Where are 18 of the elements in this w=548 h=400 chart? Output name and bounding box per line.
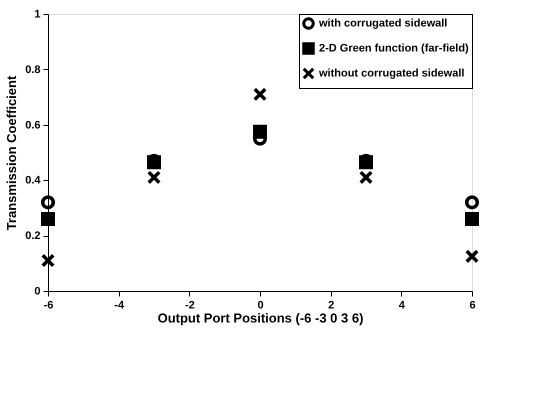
x-axis-title: Output Port Positions (-6 -3 0 3 6) (158, 310, 364, 326)
x-tick-label: 0 (257, 300, 264, 312)
x-tick-label: -6 (44, 300, 54, 312)
x-tick-label: 2 (328, 300, 334, 312)
y-axis-title: Transmission Coefficient (4, 75, 20, 230)
y-tick-label: 0.8 (25, 64, 40, 76)
legend-label: without corrugated sidewall (318, 68, 464, 80)
x-tick-label: -2 (184, 300, 195, 312)
legend-label: with corrugated sidewall (318, 18, 448, 30)
y-tick-label: 0.6 (25, 119, 40, 132)
y-tick-label: 0.2 (25, 230, 40, 242)
x-tick-label: 4 (398, 300, 406, 312)
y-tick-label: 0.4 (25, 174, 42, 187)
y-tick-label: 1 (34, 8, 40, 20)
x-tick-label: -4 (114, 300, 125, 312)
x-tick-label: 6 (469, 300, 476, 312)
legend-label: 2-D Green function (far-field) (319, 42, 470, 54)
y-tick-label: 0 (34, 286, 40, 298)
